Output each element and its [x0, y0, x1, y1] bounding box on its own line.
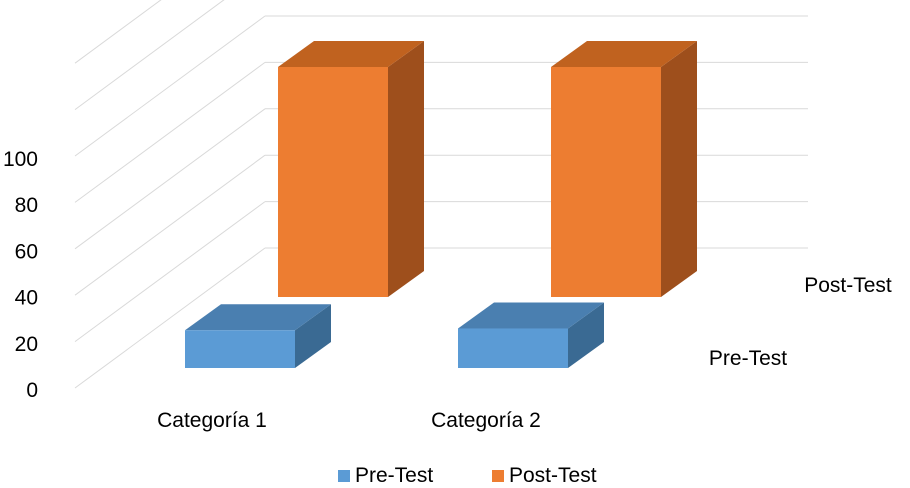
legend[interactable]: Pre-Test Post-Test	[338, 464, 597, 487]
legend-swatch	[338, 470, 350, 482]
y-tick-label: 40	[15, 287, 38, 310]
legend-item[interactable]: Post-Test	[492, 464, 597, 487]
category-label: Categoría 1	[157, 409, 267, 432]
bar-posttest-2	[551, 41, 697, 297]
gridline	[74, 61, 808, 203]
category-label: Categoría 2	[431, 409, 541, 432]
legend-swatch	[492, 470, 504, 482]
y-tick-label: 20	[15, 333, 38, 356]
gridline	[74, 247, 808, 389]
y-axis-ticks: 0 20 40 60 80 100	[3, 148, 38, 402]
y-tick-label: 60	[15, 240, 38, 263]
gridline	[74, 15, 808, 157]
gridline	[74, 0, 162, 64]
gridline	[74, 201, 808, 343]
series-axis-label: Post-Test	[804, 274, 892, 297]
bars	[185, 41, 697, 368]
series-axis-label: Pre-Test	[709, 347, 787, 370]
y-tick-label: 80	[15, 194, 38, 217]
legend-label: Pre-Test	[355, 464, 433, 487]
legend-label: Post-Test	[509, 464, 597, 487]
bar-pretest-2	[458, 302, 604, 368]
bar-pretest-1	[185, 304, 331, 368]
gridline	[74, 108, 808, 250]
legend-item[interactable]: Pre-Test	[338, 464, 433, 487]
y-tick-label: 0	[26, 379, 38, 402]
gridline	[74, 154, 808, 296]
gridlines	[74, 0, 808, 389]
y-tick-label: 100	[3, 148, 38, 171]
gridline	[74, 0, 225, 111]
depth-axis-labels: Pre-Test Post-Test	[709, 274, 892, 370]
bar-posttest-1	[278, 41, 424, 297]
x-axis-categories: Categoría 1 Categoría 2	[157, 409, 541, 432]
